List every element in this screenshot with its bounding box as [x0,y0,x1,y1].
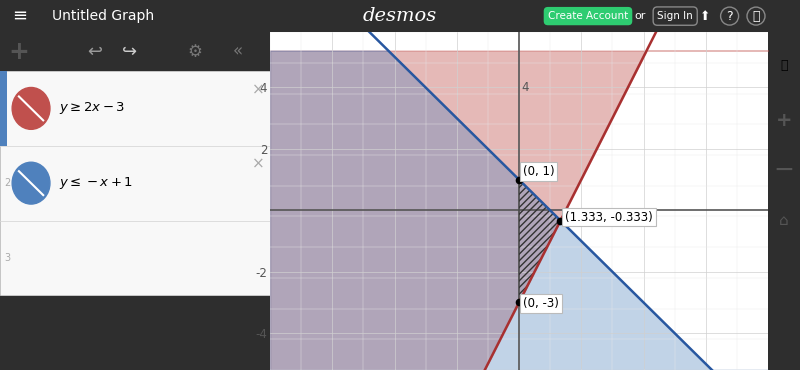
Text: ⬆: ⬆ [700,10,711,23]
Text: $y \leq -x + 1$: $y \leq -x + 1$ [59,175,134,191]
Text: desmos: desmos [363,7,437,25]
Text: $y \geq 2x - 3$: $y \geq 2x - 3$ [59,100,126,117]
Text: Create Account: Create Account [548,11,628,21]
Text: 🏠: 🏠 [752,10,760,23]
Text: ↩: ↩ [87,43,102,61]
Text: ×: × [251,82,264,97]
Text: ↪: ↪ [122,43,137,61]
Text: ⌂: ⌂ [779,213,789,228]
Text: (0, 1): (0, 1) [522,165,554,178]
Text: Sign In: Sign In [658,11,693,21]
Text: ≡: ≡ [12,7,27,25]
Text: −: − [774,158,794,182]
FancyBboxPatch shape [0,221,270,295]
FancyBboxPatch shape [0,146,270,221]
Text: 3: 3 [4,253,10,263]
Text: ×: × [251,157,264,172]
Text: 4: 4 [522,81,529,94]
Text: (0, -3): (0, -3) [522,297,558,310]
Text: ⚙: ⚙ [187,43,202,61]
Text: «: « [233,43,242,61]
FancyBboxPatch shape [0,71,6,146]
Text: +: + [776,111,792,131]
Text: (1.333, -0.333): (1.333, -0.333) [565,211,653,223]
Text: ?: ? [726,10,733,23]
Text: +: + [9,40,30,64]
Circle shape [12,87,50,130]
Text: or: or [634,11,646,21]
FancyBboxPatch shape [0,71,270,146]
Text: Untitled Graph: Untitled Graph [52,9,154,23]
Text: 🔧: 🔧 [780,59,788,72]
Bar [643,32,768,370]
Text: 2: 2 [4,178,10,188]
Circle shape [12,162,50,204]
